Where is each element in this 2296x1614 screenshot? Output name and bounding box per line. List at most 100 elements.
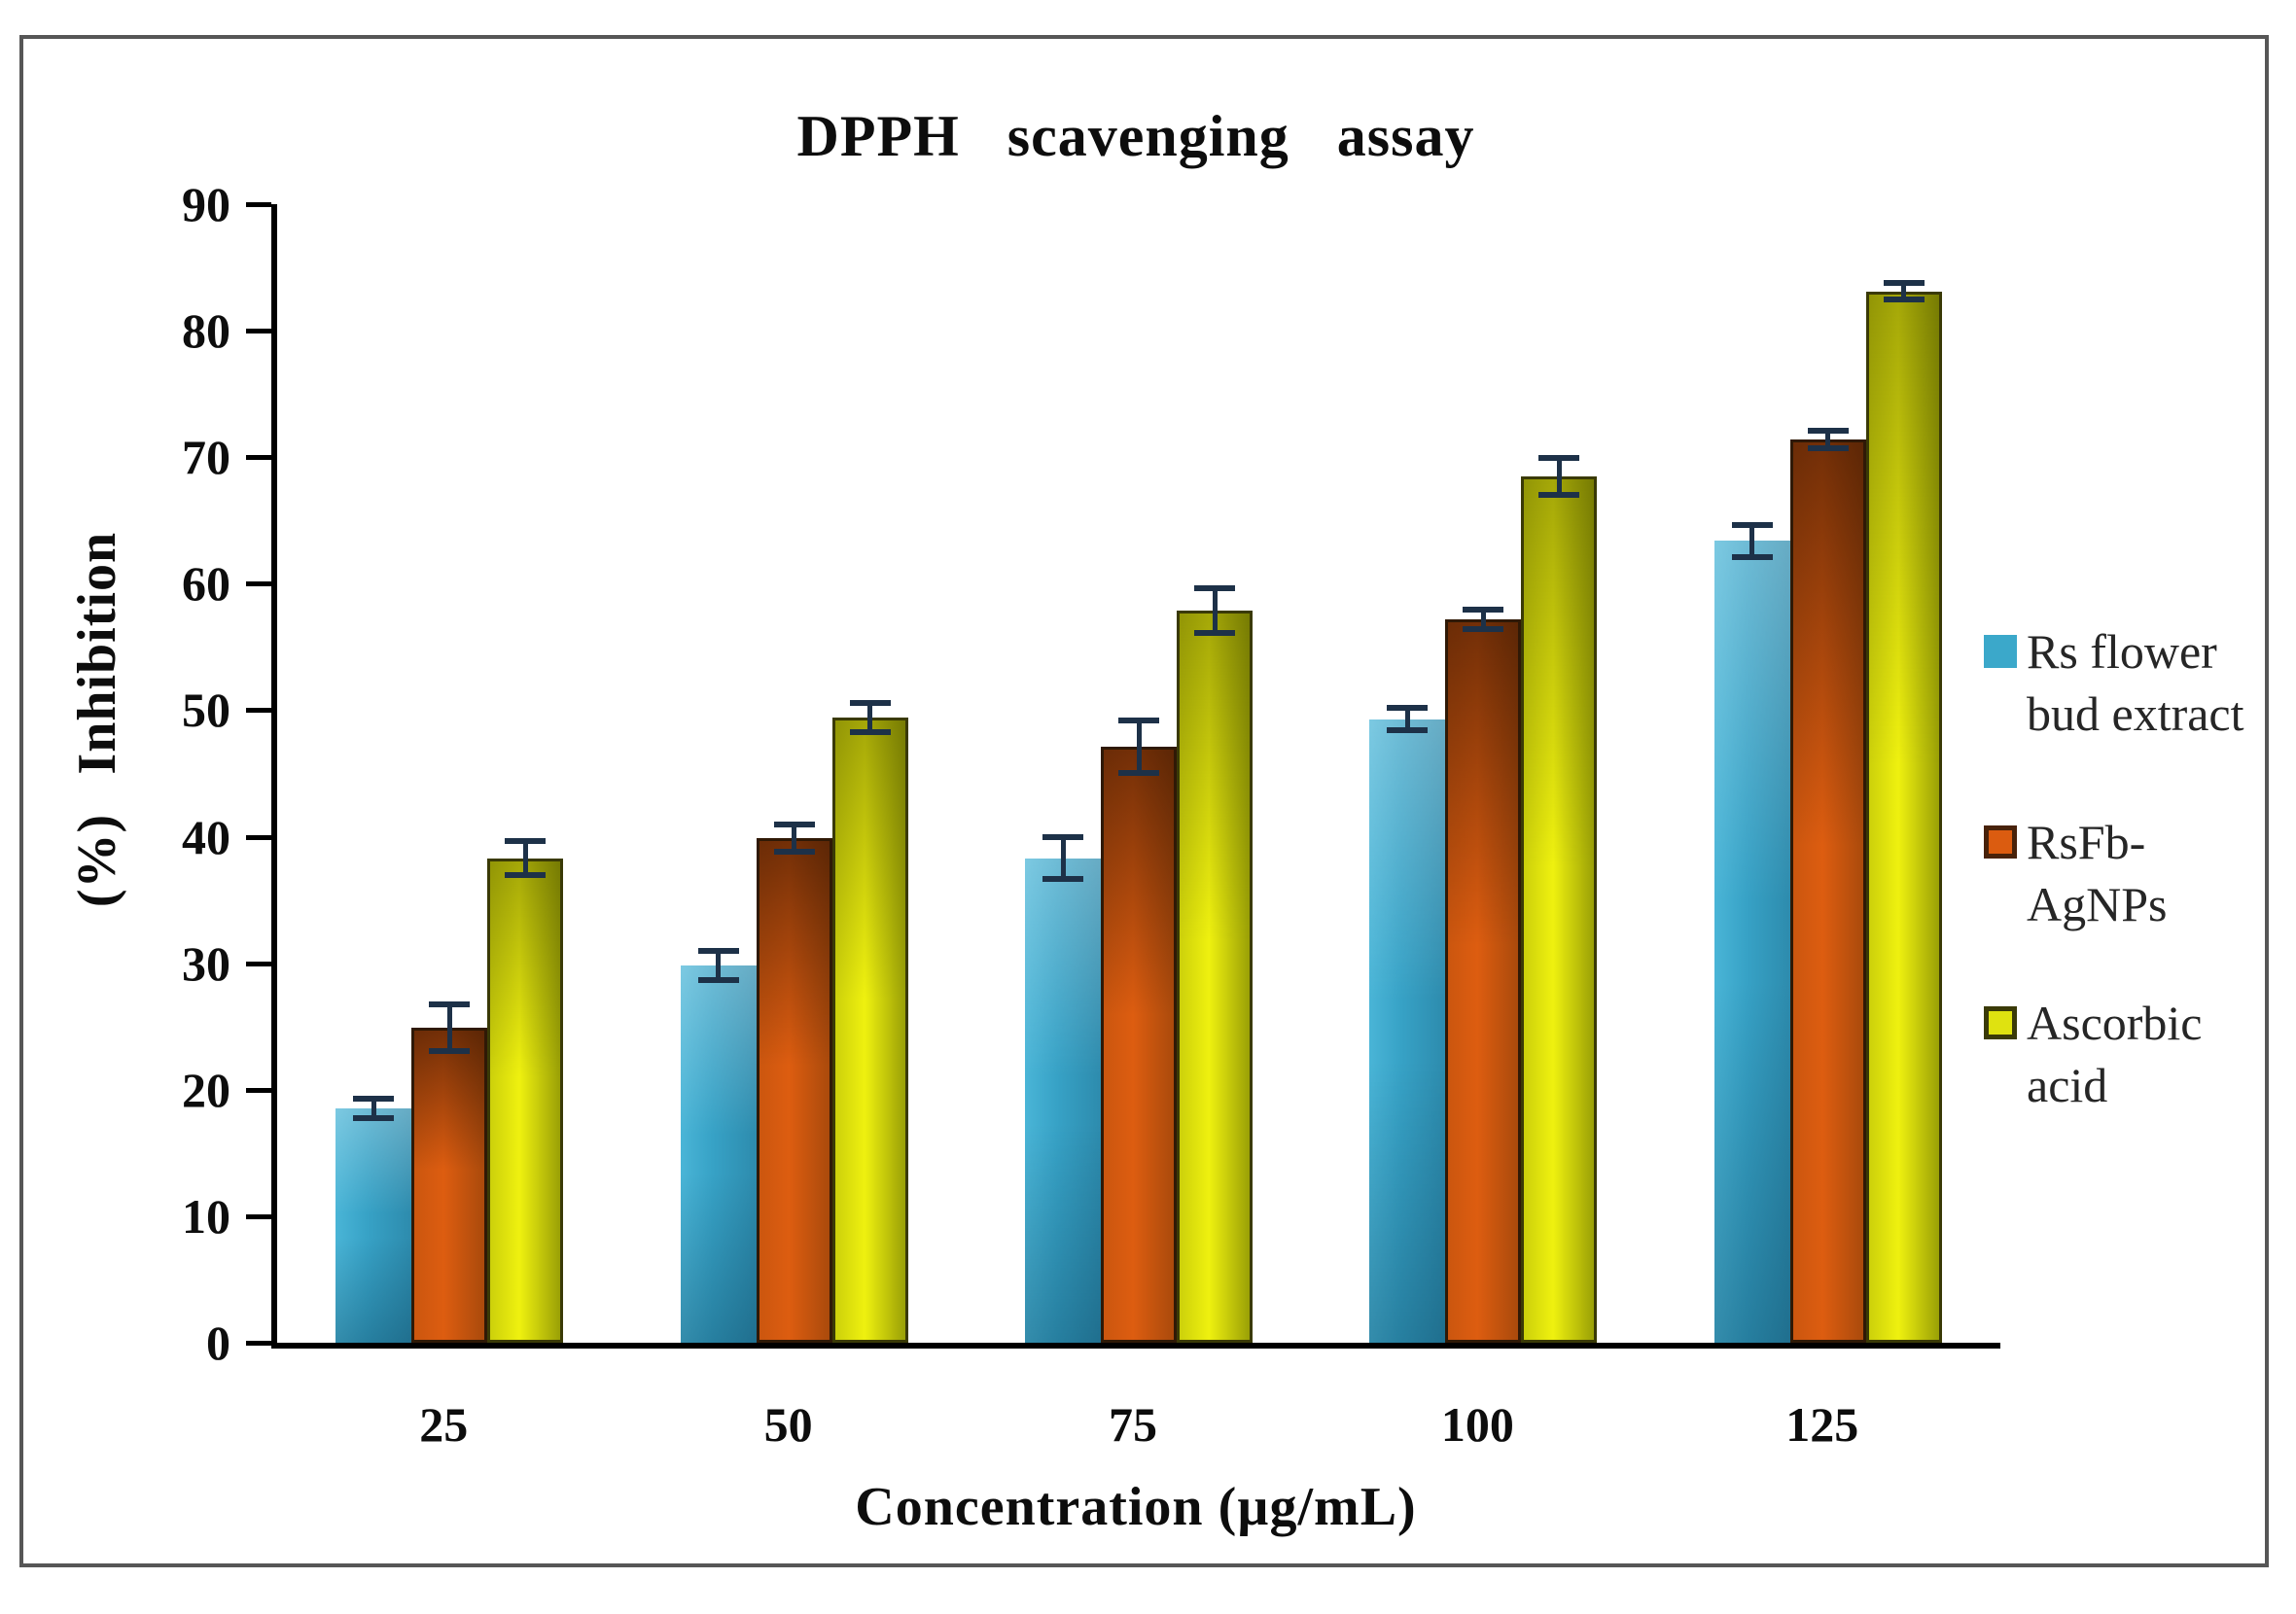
error-bar-cap xyxy=(1194,584,1235,591)
y-axis-tick xyxy=(246,961,271,966)
error-bar-cap xyxy=(1387,705,1429,712)
bar-series1-x100 xyxy=(1369,719,1446,1343)
legend-entry-1: Rs flower bud extract xyxy=(1984,620,2244,745)
error-bar-cap xyxy=(1118,718,1159,724)
y-axis-tick xyxy=(246,581,271,587)
error-bar-line xyxy=(1825,428,1831,451)
error-bar-cap xyxy=(849,700,891,707)
bar-series1-x75 xyxy=(1025,858,1101,1343)
legend-label-line: RsFb- xyxy=(2027,815,2146,869)
y-axis-tick xyxy=(246,455,271,461)
y-tick-label: 50 xyxy=(182,683,230,738)
x-tick-label: 100 xyxy=(1440,1397,1514,1452)
error-bar-line xyxy=(371,1096,376,1122)
legend-label-line: acid xyxy=(2027,1058,2108,1112)
error-bar-line xyxy=(1901,280,1907,303)
error-bar-cap xyxy=(353,1115,395,1122)
error-bar-line xyxy=(1556,454,1562,498)
bar-series2-x25 xyxy=(411,1028,488,1343)
legend-label: RsFb- AgNPs xyxy=(2027,811,2167,935)
x-axis-title: Concentration (µg/mL) xyxy=(855,1477,1417,1537)
y-tick-label: 20 xyxy=(182,1062,230,1117)
legend-label: Rs flower bud extract xyxy=(2027,620,2244,745)
legend-label-line: AgNPs xyxy=(2027,877,2168,931)
error-bar-line xyxy=(1060,833,1066,883)
bar-series3-x25 xyxy=(487,858,564,1343)
legend-swatch-icon xyxy=(1984,1006,2017,1039)
error-bar-cap xyxy=(1731,553,1773,560)
error-bar-line xyxy=(1404,705,1410,733)
error-bar-cap xyxy=(353,1096,395,1103)
y-tick-label: 90 xyxy=(182,177,230,231)
error-bar-cap xyxy=(1042,876,1083,883)
error-bar-cap xyxy=(1194,629,1235,636)
error-bar-cap xyxy=(1731,521,1773,528)
error-bar-cap xyxy=(697,977,739,984)
legend-swatch-icon xyxy=(1984,635,2017,668)
error-bar-cap xyxy=(849,729,891,736)
error-bar-cap xyxy=(1118,770,1159,777)
legend-label: Ascorbic acid xyxy=(2027,992,2203,1116)
error-bar-cap xyxy=(1463,625,1504,632)
error-bar-cap xyxy=(1883,280,1925,287)
y-axis-tick xyxy=(246,1341,271,1346)
x-tick-label: 50 xyxy=(763,1397,813,1452)
x-tick-label: 125 xyxy=(1785,1397,1859,1452)
error-bar-line xyxy=(522,837,528,879)
error-bar-line xyxy=(446,1000,452,1055)
bar-series3-x50 xyxy=(831,718,908,1343)
error-bar-line xyxy=(716,948,722,984)
y-axis-tick xyxy=(246,329,271,334)
error-bar-cap xyxy=(1807,428,1849,435)
y-axis-tick xyxy=(246,834,271,840)
y-axis-tick xyxy=(246,1087,271,1093)
plot-area: 0 10 20 30 40 50 60 70 80 90 xyxy=(182,177,2000,1370)
legend-label-line: Ascorbic xyxy=(2027,996,2203,1050)
bar-series3-x100 xyxy=(1521,475,1598,1343)
error-bar-cap xyxy=(1538,454,1580,461)
bar-series3-x75 xyxy=(1177,610,1253,1343)
legend-swatch-icon xyxy=(1984,825,2017,859)
error-bar-cap xyxy=(697,948,739,955)
y-tick-label: 70 xyxy=(182,430,230,485)
error-bar-cap xyxy=(1538,491,1580,498)
x-tick-label: 75 xyxy=(1109,1397,1157,1452)
error-bar-cap xyxy=(1463,606,1504,613)
bar-series1-x50 xyxy=(680,965,757,1343)
error-bar-cap xyxy=(1883,297,1925,303)
y-tick-label: 60 xyxy=(182,556,230,612)
error-bar-cap xyxy=(505,872,547,879)
bar-series1-x125 xyxy=(1713,541,1790,1343)
bar-series2-x75 xyxy=(1101,747,1177,1343)
error-bar-cap xyxy=(429,1048,471,1055)
error-bar-cap xyxy=(1387,726,1429,733)
error-bar-line xyxy=(867,700,873,736)
bar-series2-x50 xyxy=(756,837,832,1343)
error-bar-cap xyxy=(773,821,815,827)
y-tick-label: 10 xyxy=(182,1188,230,1244)
bar-series3-x125 xyxy=(1865,291,1942,1343)
legend-entry-3: Ascorbic acid xyxy=(1984,992,2203,1116)
bar-series2-x100 xyxy=(1445,618,1522,1343)
y-tick-label: 0 xyxy=(206,1316,230,1370)
error-bar-line xyxy=(1212,584,1218,636)
y-tick-label: 80 xyxy=(182,303,230,359)
y-axis-tick xyxy=(246,202,271,207)
error-bar-cap xyxy=(429,1000,471,1007)
error-bar-line xyxy=(1136,718,1142,777)
bar-series2-x125 xyxy=(1789,439,1866,1343)
error-bar-cap xyxy=(773,848,815,855)
y-axis-tick xyxy=(246,1213,271,1219)
error-bar-cap xyxy=(1042,833,1083,840)
legend-label-line: Rs flower xyxy=(2027,624,2217,679)
x-tick-label: 25 xyxy=(419,1397,469,1452)
legend-entry-2: RsFb- AgNPs xyxy=(1984,811,2167,935)
y-tick-label: 40 xyxy=(182,809,230,864)
error-bar-cap xyxy=(1807,444,1849,451)
bar-series1-x25 xyxy=(336,1108,412,1343)
error-bar-cap xyxy=(505,837,547,844)
chart-title: DPPH scavenging assay xyxy=(796,104,1475,168)
error-bar-line xyxy=(1480,606,1486,632)
y-tick-label: 30 xyxy=(182,935,230,991)
error-bar-line xyxy=(1749,521,1755,560)
